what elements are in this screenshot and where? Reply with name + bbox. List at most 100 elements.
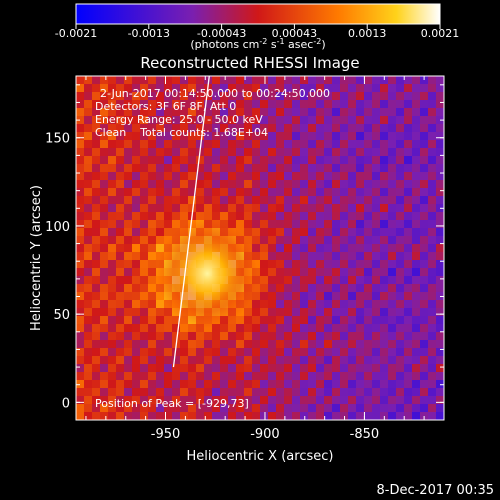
heatmap-cell [308, 300, 317, 309]
heatmap-cell [260, 108, 269, 117]
heatmap-cell [388, 300, 397, 309]
heatmap-cell [164, 180, 173, 189]
heatmap-cell [348, 212, 357, 221]
heatmap-cell [396, 372, 405, 381]
heatmap-cell [388, 116, 397, 125]
heatmap-cell [348, 292, 357, 301]
heatmap-cell [404, 236, 413, 245]
heatmap-cell [372, 292, 381, 301]
heatmap-cell [116, 332, 125, 341]
heatmap-cell [396, 252, 405, 261]
heatmap-cell [380, 84, 389, 93]
heatmap-cell [292, 140, 301, 149]
heatmap-cell [244, 188, 253, 197]
heatmap-cell [140, 148, 149, 157]
heatmap-cell [372, 252, 381, 261]
heatmap-cell [380, 372, 389, 381]
heatmap-cell [380, 212, 389, 221]
heatmap-cell [164, 156, 173, 165]
heatmap-cell [396, 324, 405, 333]
heatmap-cell [156, 220, 165, 229]
heatmap-cell [388, 204, 397, 213]
heatmap-cell [308, 268, 317, 277]
heatmap-cell [300, 252, 309, 261]
heatmap-cell [308, 388, 317, 397]
heatmap-cell [284, 116, 293, 125]
heatmap-cell [244, 108, 253, 117]
heatmap-cell [116, 156, 125, 165]
heatmap-cell [348, 172, 357, 181]
heatmap-cell [276, 236, 285, 245]
heatmap-cell [412, 372, 421, 381]
heatmap-cell [236, 148, 245, 157]
heatmap-cell [300, 356, 309, 365]
heatmap-cell [100, 316, 109, 325]
heatmap-cell [212, 404, 221, 413]
heatmap-cell [396, 196, 405, 205]
heatmap-cell [380, 132, 389, 141]
heatmap-cell [164, 404, 173, 413]
heatmap-cell [204, 132, 213, 141]
heatmap-cell [268, 140, 277, 149]
heatmap-cell [332, 156, 341, 165]
heatmap-cell [140, 124, 149, 133]
heatmap-cell [364, 356, 373, 365]
heatmap-cell [156, 244, 165, 253]
heatmap-cell [228, 108, 237, 117]
heatmap-cell [364, 116, 373, 125]
heatmap-cell [260, 132, 269, 141]
heatmap-cell [180, 396, 189, 405]
heatmap-cell [396, 228, 405, 237]
heatmap-cell [292, 268, 301, 277]
heatmap-cell [84, 124, 93, 133]
heatmap-cell [388, 356, 397, 365]
heatmap-cell [284, 300, 293, 309]
heatmap-cell [172, 396, 181, 405]
heatmap-cell [228, 196, 237, 205]
heatmap-cell [132, 188, 141, 197]
heatmap-cell [436, 364, 444, 373]
heatmap-cell [340, 132, 349, 141]
heatmap-cell [276, 332, 285, 341]
heatmap-cell [396, 148, 405, 157]
heatmap-cell [436, 260, 444, 269]
heatmap-cell [428, 236, 437, 245]
heatmap-cell [100, 228, 109, 237]
heatmap-cell [84, 196, 93, 205]
heatmap-cell [268, 396, 277, 405]
heatmap-cell [300, 380, 309, 389]
heatmap-cell [76, 396, 85, 405]
heatmap-cell [412, 156, 421, 165]
heatmap-cell [308, 132, 317, 141]
heatmap-cell [356, 108, 365, 117]
heatmap-cell [428, 212, 437, 221]
heatmap-cell [220, 124, 229, 133]
heatmap-cell [156, 340, 165, 349]
heatmap-cell [212, 212, 221, 221]
heatmap-cell [116, 188, 125, 197]
heatmap-cell [116, 204, 125, 213]
heatmap-cell [348, 356, 357, 365]
heatmap-cell [388, 308, 397, 317]
heatmap-cell [308, 84, 317, 93]
heatmap-cell [140, 212, 149, 221]
heatmap-cell [308, 316, 317, 325]
heatmap-cell [124, 372, 133, 381]
heatmap-cell [236, 140, 245, 149]
heatmap-cell [388, 76, 397, 85]
heatmap-cell [124, 116, 133, 125]
heatmap-cell [252, 84, 261, 93]
heatmap-cell [380, 292, 389, 301]
heatmap-cell [332, 132, 341, 141]
heatmap-cell [252, 340, 261, 349]
heatmap-cell [212, 84, 221, 93]
heatmap-cell [228, 84, 237, 93]
heatmap-cell [340, 108, 349, 117]
heatmap-cell [332, 252, 341, 261]
heatmap-cell [284, 324, 293, 333]
heatmap-cell [324, 164, 333, 173]
heatmap-cell [260, 268, 269, 277]
heatmap-cell [268, 340, 277, 349]
heatmap-cell [436, 252, 444, 261]
heatmap-cell [164, 116, 173, 125]
